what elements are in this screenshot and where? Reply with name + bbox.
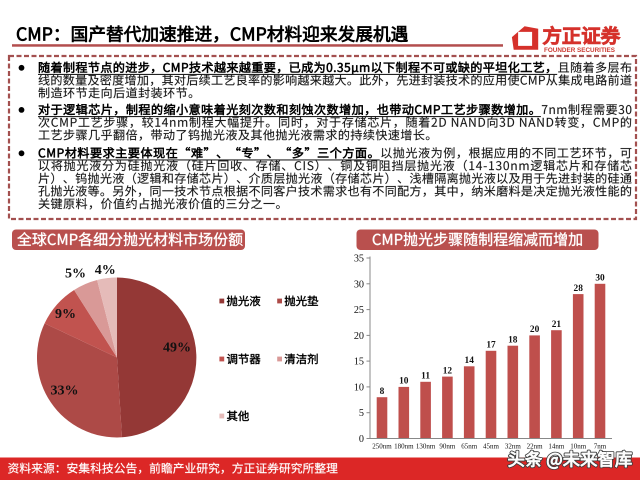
svg-text:35: 35	[354, 254, 364, 265]
svg-text:FOUNDER SECURITIES: FOUNDER SECURITIES	[544, 47, 615, 54]
svg-text:32nm: 32nm	[505, 443, 522, 451]
svg-text:25: 25	[354, 305, 364, 316]
svg-text:5%: 5%	[65, 267, 86, 282]
svg-text:30: 30	[354, 279, 364, 290]
svg-text:0: 0	[359, 434, 364, 445]
svg-text:14: 14	[465, 356, 475, 366]
svg-text:10: 10	[354, 382, 364, 393]
svg-text:15: 15	[354, 357, 364, 368]
svg-text:11: 11	[421, 372, 430, 382]
svg-text:65nm: 65nm	[461, 443, 478, 451]
svg-text:180nm: 180nm	[394, 443, 414, 451]
svg-text:130nm: 130nm	[416, 443, 436, 451]
svg-text:21: 21	[552, 320, 562, 330]
svg-text:28: 28	[574, 284, 584, 294]
svg-text:8: 8	[380, 387, 385, 397]
svg-text:5: 5	[359, 408, 364, 419]
svg-text:33%: 33%	[51, 384, 79, 399]
svg-text:17: 17	[486, 341, 496, 351]
svg-text:90nm: 90nm	[439, 443, 456, 451]
svg-text:20: 20	[354, 331, 364, 342]
svg-text:7nm: 7nm	[594, 443, 607, 451]
svg-text:10nm: 10nm	[570, 443, 587, 451]
svg-text:12: 12	[443, 366, 453, 376]
svg-text:14nm: 14nm	[548, 443, 565, 451]
svg-text:20: 20	[530, 325, 540, 335]
svg-text:4%: 4%	[95, 263, 116, 278]
svg-text:10: 10	[399, 377, 409, 387]
svg-text:30: 30	[595, 274, 605, 284]
svg-text:45nm: 45nm	[483, 443, 500, 451]
svg-text:22nm: 22nm	[527, 443, 544, 451]
svg-text:49%: 49%	[163, 341, 191, 356]
svg-text:9%: 9%	[55, 307, 76, 322]
svg-text:18: 18	[508, 336, 518, 346]
svg-text:250nm: 250nm	[372, 443, 392, 451]
